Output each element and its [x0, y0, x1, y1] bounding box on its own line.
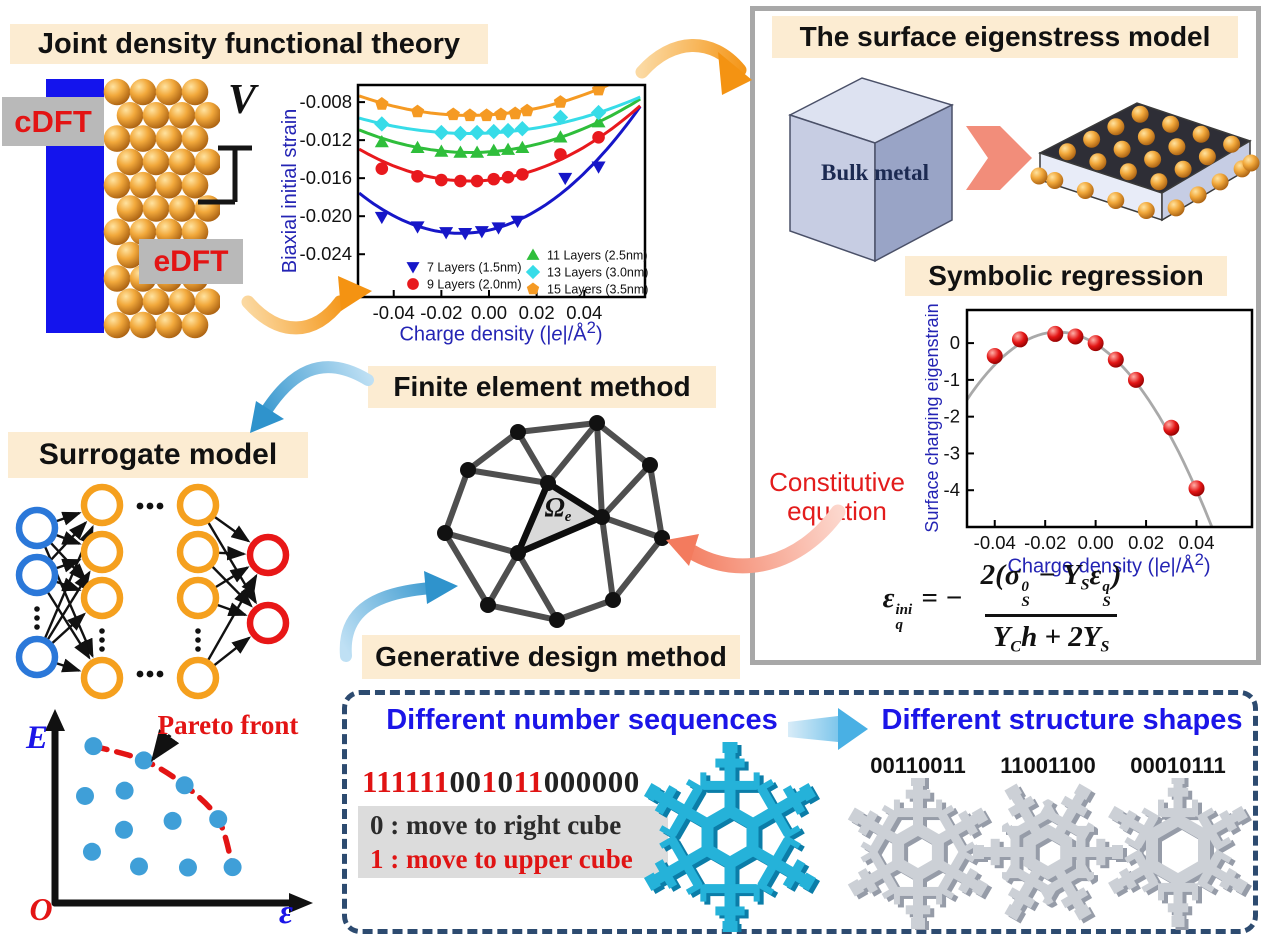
fem-title: Finite element method	[368, 366, 716, 408]
svg-text:-0.02: -0.02	[420, 302, 462, 323]
cdft-label: cDFT	[2, 97, 104, 146]
sequence-digit: 0	[497, 764, 514, 799]
shape-label-3: 00010111	[1130, 753, 1226, 778]
sequence-digit: 0	[465, 764, 482, 799]
sequence-digit: 0	[575, 764, 592, 799]
teal-structure	[643, 742, 821, 932]
svg-text:13 Layers (3.0nm): 13 Layers (3.0nm)	[547, 266, 648, 280]
svg-text:-0.016: -0.016	[300, 167, 352, 188]
rule-one: 1 : move to upper cube	[370, 844, 633, 874]
fem-mesh	[437, 415, 670, 628]
sequence-digit: 0	[559, 764, 576, 799]
svg-text:Surface charging eigenstrain: Surface charging eigenstrain	[925, 303, 942, 532]
constitutive-equation: ε ini q = − 2(σ 0 S − YSε q S) YCh + 2YS	[760, 556, 1252, 660]
sequence-digit: 1	[433, 764, 450, 799]
shape-label-1: 00110011	[870, 753, 966, 778]
pareto-origin-label: O	[29, 891, 53, 927]
svg-text:-0.008: -0.008	[300, 91, 352, 112]
pareto-annotation: Pareto front	[157, 710, 299, 740]
svg-text:-0.020: -0.020	[300, 205, 352, 226]
arrow-fem-to-surrogate	[250, 361, 374, 433]
svg-text:-0.02: -0.02	[1024, 532, 1066, 553]
sequence-digit: 0	[607, 764, 624, 799]
constitutive-line2: equation	[787, 496, 887, 526]
svg-text:0.04: 0.04	[1179, 532, 1215, 553]
generative-title: Generative design method	[362, 635, 740, 679]
voltage-probe-icon	[198, 145, 252, 205]
constitutive-line1: Constitutive	[769, 467, 905, 497]
sequence-digit: 1	[362, 764, 377, 799]
svg-text:0.04: 0.04	[566, 302, 602, 323]
sequence-digit: 0	[543, 764, 560, 799]
svg-text:0: 0	[950, 332, 960, 353]
svg-text:-1: -1	[944, 369, 960, 390]
gray-structures	[847, 778, 1252, 930]
fem-element-label: Ωe	[544, 492, 572, 526]
bulk-metal-cube	[788, 77, 955, 263]
chart1-xlabel: Charge density (|e|/Å2)	[399, 318, 603, 346]
pareto-plot	[45, 709, 313, 913]
svg-text:0.02: 0.02	[519, 302, 555, 323]
svg-text:11 Layers (2.5nm): 11 Layers (2.5nm)	[547, 249, 648, 263]
edft-label: eDFT	[139, 239, 243, 284]
neural-network-diagram	[15, 483, 290, 700]
binary-sequence: 111111001011000000	[362, 764, 692, 800]
sequence-rules-box: 0 : move to right cube 1 : move to upper…	[358, 806, 668, 878]
equation-numerator: 2(σ 0 S − YSε q S)	[980, 558, 1122, 611]
chart2-xlabel: Charge density (|e|/Å2)	[1007, 550, 1211, 578]
equation-lhs: ε ini q = −	[882, 582, 963, 634]
voltage-label: V	[227, 77, 256, 123]
svg-text:-2: -2	[944, 406, 960, 427]
eigenstress-title: The surface eigenstress model	[772, 16, 1238, 58]
constitutive-equation-label: Constitutive equation	[752, 468, 922, 526]
svg-text:-4: -4	[944, 479, 960, 500]
equation-fraction: 2(σ 0 S − YSε q S) YCh + 2YS	[973, 559, 1130, 657]
sequence-digit: 0	[623, 764, 640, 799]
svg-text:Biaxial initial strain: Biaxial initial strain	[280, 109, 301, 274]
pareto-axis-y-label: E	[25, 720, 48, 756]
shape-label-2: 11001100	[1000, 753, 1096, 778]
sequence-digit: 1	[513, 764, 528, 799]
rule-zero: 0 : move to right cube	[370, 810, 622, 840]
structure-shapes-title: Different structure shapes	[881, 704, 1243, 736]
biaxial-strain-chart: -0.04 -0.02 0.00 0.02 0.04 -0.008 -0.012 -0.016…	[280, 83, 648, 323]
svg-text:-3: -3	[944, 442, 960, 463]
svg-text:-0.04: -0.04	[974, 532, 1016, 553]
sequence-digit: 1	[527, 764, 544, 799]
sequence-digit: 1	[481, 764, 498, 799]
jdft-title: Joint density functional theory	[10, 24, 488, 64]
sequence-digit: 0	[591, 764, 608, 799]
svg-text:9 Layers (2.0nm): 9 Layers (2.0nm)	[427, 278, 521, 292]
sequence-digit: 0	[449, 764, 466, 799]
sequence-digit: 1	[419, 764, 434, 799]
svg-text:15 Layers (3.5nm): 15 Layers (3.5nm)	[547, 283, 648, 297]
equation-denominator: YCh + 2YS	[984, 614, 1118, 657]
sequence-digit: 1	[404, 764, 420, 799]
svg-text:0.02: 0.02	[1128, 532, 1164, 553]
generative-design-box	[342, 690, 1258, 934]
svg-text:-0.012: -0.012	[300, 129, 352, 150]
charged-surface-plate	[1030, 102, 1260, 222]
sequence-digit: 1	[376, 764, 391, 799]
svg-text:-0.024: -0.024	[300, 243, 352, 264]
symbolic-regression-title: Symbolic regression	[905, 256, 1227, 296]
bulk-metal-label: Bulk metal	[821, 160, 929, 185]
number-sequences-title: Different number sequences	[386, 704, 778, 736]
svg-text:-0.04: -0.04	[373, 302, 415, 323]
pareto-axis-x-label: ε	[279, 894, 293, 931]
svg-text:0.00: 0.00	[471, 302, 507, 323]
svg-text:0.00: 0.00	[1078, 532, 1114, 553]
surrogate-title: Surrogate model	[8, 432, 308, 478]
sequence-digit: 1	[390, 764, 405, 799]
svg-text:7 Layers (1.5nm): 7 Layers (1.5nm)	[427, 261, 521, 275]
